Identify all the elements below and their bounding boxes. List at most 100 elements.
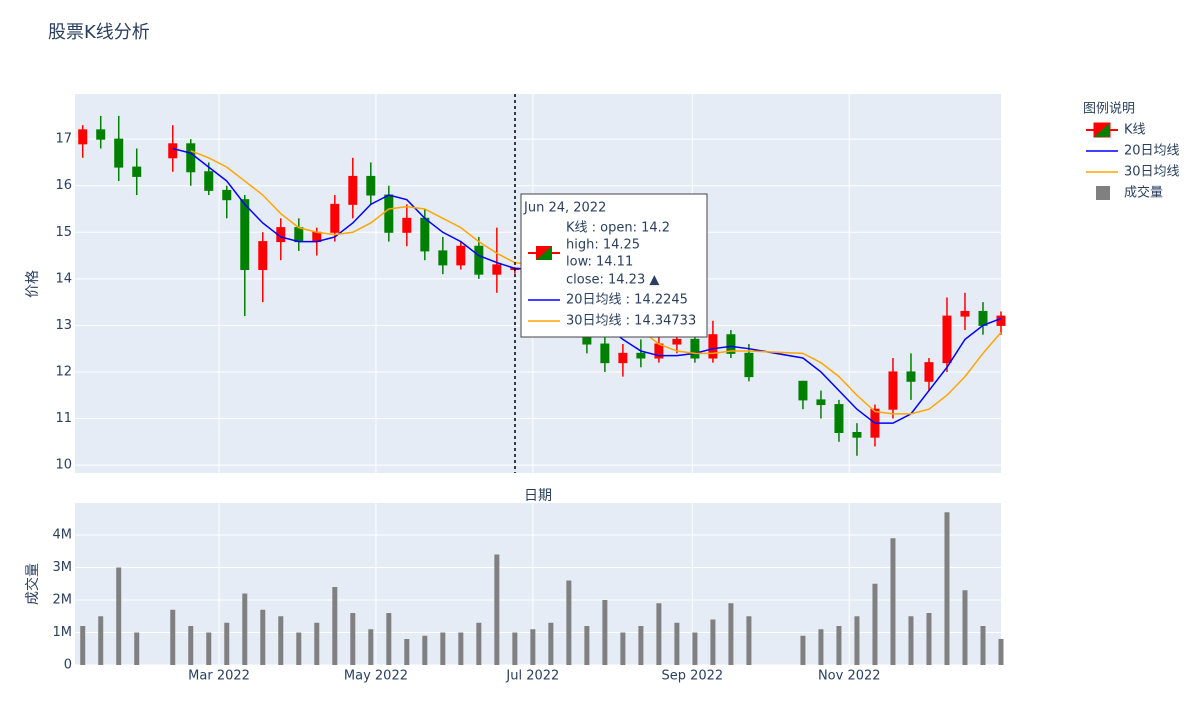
volume-bar (80, 626, 86, 665)
candle-body (618, 352, 628, 364)
legend-label: 成交量 (1124, 185, 1163, 201)
candle-body (222, 189, 232, 201)
candle-body (348, 175, 358, 205)
volume-bar (566, 580, 572, 665)
volume-bar (692, 632, 698, 665)
legend-symbol (1096, 186, 1110, 200)
candle-body (366, 175, 376, 196)
volume-bar (260, 609, 266, 665)
legend-label: 20日均线 (1124, 144, 1180, 159)
volume-bar (386, 613, 392, 665)
volume-bar (620, 632, 626, 665)
candle-body (132, 166, 142, 177)
candle-body (996, 315, 1006, 326)
candle-body (834, 404, 844, 433)
x-tick-label: Jul 2022 (505, 669, 559, 684)
volume-bar (602, 600, 608, 665)
volume-bar (728, 603, 734, 665)
candle-body (168, 143, 178, 159)
candle-body (960, 310, 970, 317)
y-tick-label: 13 (55, 318, 72, 333)
volume-bar (656, 603, 662, 665)
volume-bar (404, 639, 410, 665)
volume-bar (530, 629, 536, 665)
volume-bar (278, 616, 284, 665)
volume-bar (512, 632, 518, 665)
candle-body (708, 334, 718, 359)
candle-body (906, 371, 916, 382)
volume-bar (134, 632, 140, 665)
volume-bar (890, 538, 896, 665)
legend-title: 图例说明 (1083, 102, 1135, 117)
candle-body (924, 362, 934, 382)
volume-bar (998, 639, 1004, 665)
candle-body (438, 250, 448, 266)
candle-body (798, 380, 808, 401)
y2-tick-label: 0 (64, 658, 72, 673)
x-tick-label: Mar 2022 (188, 669, 250, 684)
chart-title: 股票K线分析 (48, 22, 150, 43)
candle-body (852, 431, 862, 438)
volume-bar (458, 632, 464, 665)
y2-tick-label: 3M (53, 560, 73, 575)
volume-bar (584, 626, 590, 665)
volume-bar (854, 616, 860, 665)
candle-body (96, 129, 106, 140)
candle-body (330, 203, 340, 233)
candle-body (672, 338, 682, 345)
candle-body (726, 334, 736, 354)
volume-bar (872, 583, 878, 665)
candle-body (384, 194, 394, 233)
legend-symbol (1094, 123, 1110, 137)
candle-body (636, 352, 646, 359)
x-tick-label: Nov 2022 (818, 669, 881, 684)
volume-bar (980, 626, 986, 665)
tooltip-line: high: 14.25 (566, 238, 640, 253)
tooltip-line: K线 : open: 14.2 (566, 221, 670, 236)
volume-bar (494, 554, 500, 665)
volume-bar (350, 613, 356, 665)
volume-bar (332, 587, 338, 665)
y-tick-label: 11 (55, 411, 72, 426)
y-tick-label: 16 (55, 178, 72, 193)
tooltip-box (520, 193, 708, 338)
x-axis-title: 日期 (524, 488, 552, 504)
volume-bar (206, 632, 212, 665)
tooltip-date: Jun 24, 2022 (523, 201, 606, 216)
y-tick-label: 17 (55, 132, 72, 147)
candle-body (186, 143, 196, 173)
volume-bar (368, 629, 374, 665)
candle-body (690, 338, 700, 359)
volume-bar (908, 616, 914, 665)
volume-bar (836, 626, 842, 665)
volume-bar (710, 619, 716, 665)
volume-bar (476, 622, 482, 665)
y-tick-label: 10 (55, 458, 72, 473)
candle-body (600, 343, 610, 364)
volume-bar (548, 622, 554, 665)
y2-tick-label: 4M (53, 528, 73, 543)
volume-bar (926, 613, 932, 665)
tooltip-symbol (536, 246, 552, 260)
y2-tick-label: 2M (53, 593, 73, 608)
candle-body (78, 129, 88, 145)
y-tick-label: 12 (55, 364, 72, 379)
candle-body (420, 217, 430, 252)
tooltip-line: 30日均线 : 14.34733 (566, 314, 696, 329)
legend-label: K线 (1124, 123, 1146, 138)
x-tick-label: May 2022 (344, 669, 408, 684)
candle-body (942, 315, 952, 364)
volume-bar (170, 609, 176, 665)
volume-bar (422, 635, 428, 665)
x-tick-label: Sep 2022 (661, 669, 723, 684)
volume-bar (98, 616, 104, 665)
y-axis-title: 价格 (25, 270, 41, 298)
marks (78, 115, 1006, 665)
candle-body (240, 199, 250, 271)
candle-body (492, 264, 502, 275)
candle-body (402, 217, 412, 233)
volume-bar (296, 632, 302, 665)
volume-bar (746, 616, 752, 665)
